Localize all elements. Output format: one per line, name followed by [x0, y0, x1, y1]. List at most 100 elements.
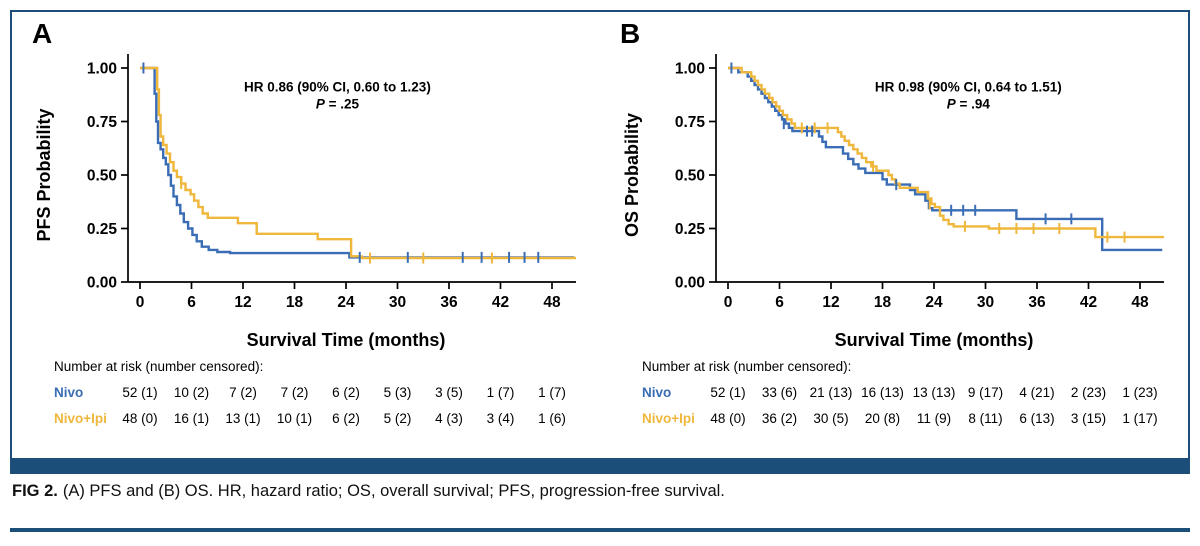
risk-count: 10 (2): [173, 384, 210, 400]
x-tick-label: 0: [136, 294, 145, 311]
x-tick-label: 36: [440, 294, 458, 311]
caption-label: FIG 2.: [12, 482, 58, 500]
x-tick-label: 6: [187, 294, 196, 311]
panel-b: B 1.00 0.75 0.50 0.25 0.00 0 6 12 18 24 30 36 42 48 OS…: [600, 12, 1188, 458]
risk-count: 36 (2): [761, 410, 798, 426]
panel-a-label: A: [32, 18, 53, 49]
risk-row: Nivo+Ipi 48 (0) 36 (2) 30 (5) 20 (8) 11 (9) 8 …: [616, 405, 1188, 431]
x-tick-label: 36: [1028, 294, 1046, 311]
risk-count: 6 (13): [1019, 410, 1055, 426]
risk-count: 16 (13): [861, 384, 904, 400]
risk-count: 4 (21): [1019, 384, 1055, 400]
risk-count: 20 (8): [864, 410, 901, 426]
p-value-annotation: P = .25: [316, 97, 360, 112]
risk-count: 5 (3): [383, 384, 412, 400]
risk-count: 2 (23): [1070, 384, 1107, 400]
panels: A 1.00 0.75 0.50 0.25 0.00 0 6 12 18 24 30 36 42 48 PF…: [12, 12, 1188, 458]
x-tick-label: 48: [1131, 294, 1149, 311]
risk-count: 1 (6): [538, 410, 566, 426]
hr-annotation: HR 0.86 (90% CI, 0.60 to 1.23): [244, 80, 431, 95]
risk-table-header: Number at risk (number censored):: [54, 359, 264, 374]
figure-box: A 1.00 0.75 0.50 0.25 0.00 0 6 12 18 24 30 36 42 48 PF…: [10, 10, 1190, 474]
x-tick-label: 12: [234, 294, 251, 311]
y-tick-label: 0.00: [675, 275, 705, 292]
y-tick-label: 0.50: [87, 168, 117, 185]
km-curve-Nivo+Ipi: [140, 66, 576, 260]
risk-series-label: Nivo+Ipi: [642, 410, 695, 426]
risk-count: 1 (23): [1122, 384, 1158, 400]
y-tick-label: 0.75: [87, 114, 118, 131]
x-tick-label: 30: [977, 294, 994, 311]
y-axis-title: OS Probability: [622, 113, 642, 237]
risk-count: 16 (1): [173, 410, 210, 426]
risk-count: 8 (11): [968, 410, 1003, 426]
risk-series-label: Nivo: [54, 384, 84, 400]
risk-table-os: Number at risk (number censored): Nivo 52…: [616, 359, 1188, 431]
risk-count: 1 (7): [538, 384, 566, 400]
x-tick-label: 6: [775, 294, 784, 311]
x-axis-title-pfs: Survival Time (months): [246, 330, 446, 350]
risk-count: 30 (5): [813, 410, 849, 426]
risk-row: Nivo 52 (1) 10 (2) 7 (2) 7 (2) 6 (2) 5 (3) 3 (5…: [28, 379, 600, 405]
caption-text: (A) PFS and (B) OS. HR, hazard ratio; OS…: [62, 482, 725, 500]
x-tick-label: 18: [286, 294, 304, 311]
y-tick-label: 1.00: [87, 61, 117, 78]
x-tick-label: 42: [492, 294, 509, 311]
risk-count: 3 (4): [486, 410, 515, 426]
pfs-km-chart: 1.00 0.75 0.50 0.25 0.00 0 6 12 18 24 30 36 42 48 PFS …: [34, 54, 577, 311]
risk-series-label: Nivo: [642, 384, 672, 400]
risk-rows: Nivo 52 (1) 33 (6) 21 (13) 16 (13) 13 (13) 9 (…: [616, 379, 1188, 431]
risk-count: 33 (6): [761, 384, 798, 400]
risk-series-label: Nivo+Ipi: [54, 410, 107, 426]
risk-count: 11 (9): [916, 410, 952, 426]
risk-count: 5 (2): [383, 410, 412, 426]
y-tick-label: 0.25: [87, 221, 118, 238]
y-tick-label: 1.00: [675, 61, 705, 78]
risk-count: 7 (2): [280, 384, 309, 400]
x-tick-label: 48: [543, 294, 561, 311]
y-tick-label: 0.25: [675, 221, 706, 238]
risk-count: 3 (5): [435, 384, 463, 400]
x-tick-label: 18: [874, 294, 892, 311]
risk-row: Nivo 52 (1) 33 (6) 21 (13) 16 (13) 13 (13) 9 (…: [616, 379, 1188, 405]
risk-count: 48 (0): [122, 410, 158, 426]
x-tick-label: 30: [389, 294, 406, 311]
km-curve-Nivo+Ipi: [728, 66, 1164, 239]
bottom-rule: [10, 528, 1190, 532]
risk-count: 13 (1): [225, 410, 261, 426]
risk-count: 48 (0): [710, 410, 746, 426]
risk-count: 1 (17): [1122, 410, 1158, 426]
risk-count: 6 (2): [332, 384, 360, 400]
risk-count: 1 (7): [486, 384, 515, 400]
risk-count: 3 (15): [1070, 410, 1107, 426]
risk-count: 52 (1): [710, 384, 746, 400]
risk-count: 10 (1): [276, 410, 313, 426]
y-tick-label: 0.75: [675, 114, 706, 131]
risk-count: 21 (13): [809, 384, 853, 400]
km-curve-Nivo: [728, 66, 1163, 252]
x-tick-label: 42: [1080, 294, 1097, 311]
risk-count: 13 (13): [912, 384, 956, 400]
x-tick-label: 12: [822, 294, 839, 311]
risk-table-pfs: Number at risk (number censored): Nivo 52…: [28, 359, 600, 431]
x-tick-label: 0: [724, 294, 733, 311]
y-tick-label: 0.00: [87, 275, 117, 292]
km-curve-Nivo: [140, 66, 575, 259]
y-axis-title: PFS Probability: [34, 108, 54, 241]
panel-a: A 1.00 0.75 0.50 0.25 0.00 0 6 12 18 24 30 36 42 48 PF…: [12, 12, 600, 458]
risk-count: 6 (2): [332, 410, 360, 426]
risk-count: 9 (17): [967, 384, 1004, 400]
panel-b-label: B: [620, 18, 641, 49]
risk-count: 7 (2): [229, 384, 257, 400]
risk-count: 4 (3): [435, 410, 463, 426]
x-axis-title-os: Survival Time (months): [834, 330, 1034, 350]
figure-caption: FIG 2. (A) PFS and (B) OS. HR, hazard rat…: [12, 482, 725, 501]
hr-annotation: HR 0.98 (90% CI, 0.64 to 1.51): [875, 80, 1062, 95]
x-tick-label: 24: [925, 294, 943, 311]
risk-count: 52 (1): [122, 384, 158, 400]
risk-table-header: Number at risk (number censored):: [642, 359, 852, 374]
risk-row: Nivo+Ipi 48 (0) 16 (1) 13 (1) 10 (1) 6 (2) 5 (…: [28, 405, 600, 431]
os-km-chart: 1.00 0.75 0.50 0.25 0.00 0 6 12 18 24 30 36 42 48 OS P…: [622, 54, 1165, 311]
y-tick-label: 0.50: [675, 168, 705, 185]
p-value-annotation: P = .94: [947, 97, 991, 112]
